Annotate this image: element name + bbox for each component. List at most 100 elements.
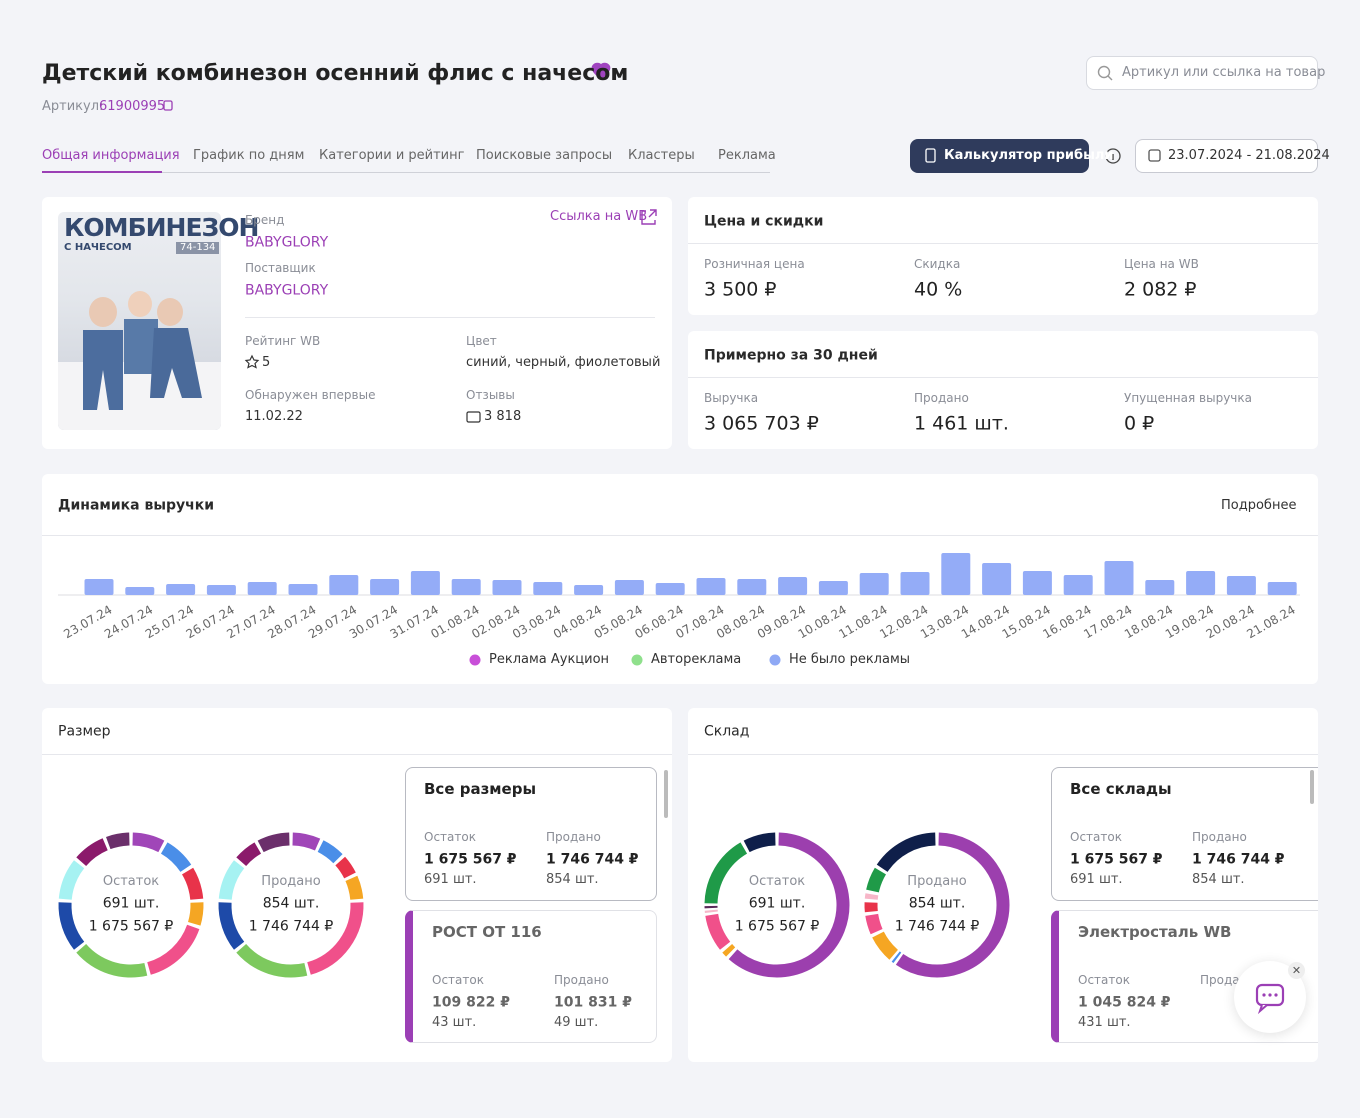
product-reviews: 3 818 <box>484 409 522 425</box>
size-card-all[interactable] <box>405 767 657 901</box>
tab: Поисковые запросы <box>476 148 613 164</box>
donut-sum: 1 675 567 ₽ <box>88 918 174 935</box>
metric-label: Упущенная выручка <box>1124 390 1252 405</box>
date-picker[interactable] <box>1135 139 1318 173</box>
chart-title: Динамика выручки <box>58 497 215 514</box>
metric-label: Продано <box>914 390 969 405</box>
price-card <box>688 197 1318 315</box>
donut-segment <box>236 943 308 978</box>
scrollbar <box>1310 770 1314 804</box>
donut-segment <box>218 860 245 901</box>
stock-label: Остаток <box>424 829 476 844</box>
sold-label: Продано <box>554 972 609 987</box>
scrollbar <box>664 770 668 818</box>
bar <box>206 585 236 595</box>
metric-value: 3 065 703 ₽ <box>704 412 819 435</box>
calc-icon <box>925 148 936 163</box>
tab: Категории и рейтинг <box>319 148 465 164</box>
bar <box>655 583 685 595</box>
star-icon <box>244 354 260 369</box>
donut-count: 691 шт. <box>748 895 806 912</box>
divider <box>688 377 1318 378</box>
donut-sum: 1 746 744 ₽ <box>894 918 980 935</box>
product-color: синий, черный, фиолетовый <box>466 355 661 371</box>
donut-segment <box>58 902 85 950</box>
bar <box>1186 571 1216 595</box>
bar <box>84 579 114 595</box>
card-title: Все склады <box>1070 780 1172 798</box>
divider <box>42 754 672 755</box>
stock-label: Остаток <box>1070 829 1122 844</box>
sold-value: 101 831 ₽ <box>554 994 632 1011</box>
donut-segment <box>187 902 204 926</box>
bar <box>1267 582 1297 595</box>
product-reviews-label: Отзывы <box>466 387 515 402</box>
donut-segment <box>864 893 879 900</box>
donut-segment <box>704 842 748 904</box>
info-icon[interactable] <box>1105 148 1121 164</box>
stock-count: 691 шт. <box>1070 872 1123 888</box>
section-title: Склад <box>704 723 750 740</box>
donut-segment <box>306 902 364 975</box>
donut-sum: 1 675 567 ₽ <box>734 918 820 935</box>
more-link: Подробнее <box>1221 498 1297 514</box>
article-label: Артикул: <box>42 99 104 115</box>
search-box[interactable] <box>1086 56 1318 90</box>
stock-value: 1 675 567 ₽ <box>424 851 517 868</box>
donut-segment <box>872 931 899 960</box>
product-brand: BABYGLORY <box>245 234 329 251</box>
legend-dot <box>769 654 781 666</box>
favorite-icon[interactable] <box>591 62 611 80</box>
donut-segment <box>236 842 262 867</box>
bar <box>859 573 889 595</box>
search-icon <box>1097 65 1111 79</box>
donut-segment <box>292 832 321 851</box>
donut-segment <box>728 832 850 978</box>
bar <box>370 579 400 595</box>
divider <box>245 317 655 318</box>
size-card-item[interactable] <box>405 910 657 1043</box>
legend-dot <box>631 654 643 666</box>
donut-segment <box>705 913 731 950</box>
bar <box>1226 576 1256 595</box>
stock-label: Остаток <box>432 972 484 987</box>
donut-segment <box>106 832 130 850</box>
tab: Реклама <box>718 148 776 164</box>
donut-segment <box>866 867 887 893</box>
copy-icon[interactable] <box>163 100 173 111</box>
warehouse-card-all[interactable] <box>1051 767 1318 901</box>
chat-close[interactable]: ✕ <box>1288 962 1305 979</box>
sold-count: 854 шт. <box>1192 872 1245 888</box>
sold-count: 854 шт. <box>546 872 599 888</box>
bar <box>125 587 155 595</box>
donut-segment <box>181 867 204 901</box>
calc-button[interactable] <box>910 139 1089 173</box>
donut-segment <box>257 832 290 853</box>
metric-label: Цена на WB <box>1124 256 1199 271</box>
donut-segment <box>335 856 356 879</box>
stock-count: 691 шт. <box>424 872 477 888</box>
product-supplier: BABYGLORY <box>245 282 329 299</box>
bar <box>1022 571 1052 595</box>
metric-value: 1 461 шт. <box>914 412 1009 435</box>
sold-count: 49 шт. <box>554 1015 599 1031</box>
divider <box>42 535 1318 536</box>
bar <box>778 577 808 595</box>
bar <box>247 582 277 595</box>
legend-label: Реклама Аукцион <box>489 652 610 668</box>
bar <box>574 585 604 595</box>
donut-segment <box>891 951 902 963</box>
bar <box>941 553 971 595</box>
external-link-icon[interactable] <box>641 209 657 225</box>
metric-label: Розничная цена <box>704 256 805 271</box>
sold-value: 1 746 744 ₽ <box>546 851 639 868</box>
image-subtitle: С НАЧЕСОМ <box>64 242 132 253</box>
sold-label: Продано <box>546 829 601 844</box>
search-placeholder: Артикул или ссылка на товар <box>1122 65 1326 81</box>
bar <box>1063 575 1093 595</box>
metric-value: 0 ₽ <box>1124 412 1155 435</box>
card-title: Все размеры <box>424 780 537 798</box>
metric-value: 2 082 ₽ <box>1124 278 1197 301</box>
donut-segment <box>58 860 85 901</box>
